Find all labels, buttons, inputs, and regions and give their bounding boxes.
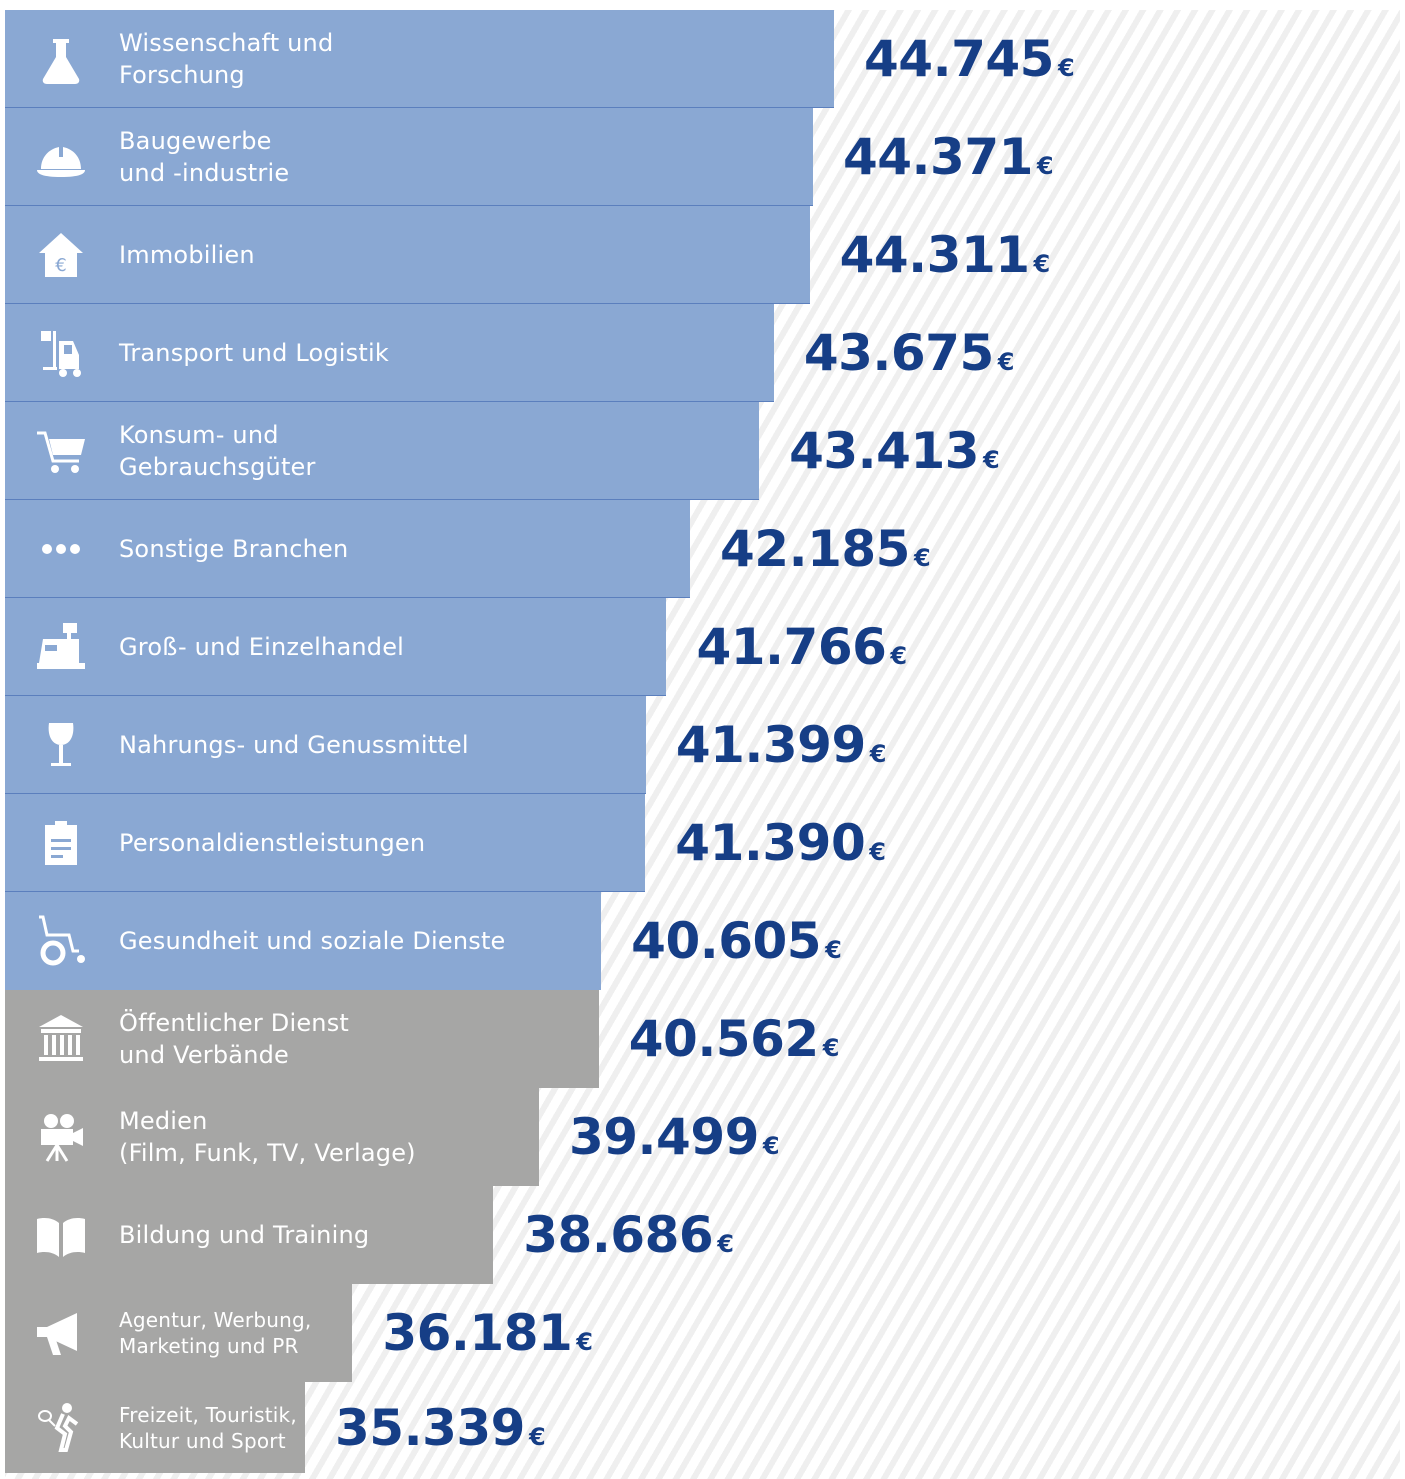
currency-symbol: € <box>825 936 842 964</box>
value-number: 41.399 <box>675 716 866 774</box>
wine-glass-icon <box>33 717 89 773</box>
book-icon <box>33 1207 89 1263</box>
currency-symbol: € <box>1033 250 1051 278</box>
government-building-icon <box>33 1011 89 1067</box>
forklift-icon <box>33 325 89 381</box>
value-label: 42.185 € <box>720 520 931 578</box>
svg-text:€: € <box>55 255 66 276</box>
flask-icon <box>33 31 89 87</box>
bar: Wissenschaft und Forschung <box>5 10 834 108</box>
value-label: 38.686 € <box>523 1206 734 1264</box>
category-label: Medien (Film, Funk, TV, Verlage) <box>119 1107 416 1167</box>
bar: Agentur, Werbung, Marketing und PR <box>5 1284 353 1382</box>
currency-symbol: € <box>983 446 1000 474</box>
category-label: Transport und Logistik <box>119 338 389 367</box>
currency-symbol: € <box>869 740 887 768</box>
bar: Baugewerbe und -industrie <box>5 108 813 206</box>
value-number: 36.181 <box>382 1304 573 1362</box>
value-number: 44.745 <box>864 30 1054 88</box>
value-number: 43.413 <box>789 422 980 480</box>
shopping-cart-icon <box>33 423 89 479</box>
value-number: 38.686 <box>523 1206 714 1264</box>
currency-symbol: € <box>913 544 931 572</box>
bar: Öffentlicher Dienst und Verbände <box>5 990 599 1088</box>
value-label: 41.766 € <box>696 618 907 676</box>
bar: Konsum- und Gebrauchsgüter <box>5 402 760 500</box>
currency-symbol: € <box>869 838 886 866</box>
category-label: Immobilien <box>119 240 255 269</box>
value-number: 39.499 <box>568 1108 759 1166</box>
value-number: 41.766 <box>696 618 887 676</box>
category-label: Groß- und Einzelhandel <box>119 632 405 661</box>
value-number: 43.675 <box>803 324 994 382</box>
bar: € Immobilien <box>5 206 810 304</box>
category-label: Baugewerbe und -industrie <box>119 126 290 187</box>
value-number: 44.371 <box>842 128 1033 186</box>
dots-icon <box>33 521 89 577</box>
category-label: Gesundheit und soziale Dienste <box>119 927 506 955</box>
bar: Sonstige Branchen <box>5 500 691 598</box>
category-label: Agentur, Werbung, Marketing und PR <box>119 1308 312 1358</box>
bar: Gesundheit und soziale Dienste <box>5 892 602 990</box>
currency-symbol: € <box>822 1034 840 1062</box>
cash-register-icon <box>33 619 89 675</box>
value-label: 35.339 € <box>335 1398 546 1457</box>
value-label: 44.371 € <box>842 128 1054 186</box>
bar: Nahrungs- und Genussmittel <box>5 696 646 794</box>
currency-symbol: € <box>576 1328 593 1356</box>
megaphone-icon <box>33 1305 89 1361</box>
wheelchair-icon <box>33 913 89 969</box>
category-label: Personaldienstleistungen <box>119 828 426 857</box>
value-label: 43.413 € <box>789 422 1000 480</box>
currency-symbol: € <box>528 1422 546 1451</box>
bar: Transport und Logistik <box>5 304 774 402</box>
value-number: 35.339 <box>335 1398 525 1457</box>
value-label: 44.745 € <box>864 30 1075 88</box>
value-label: 40.562 € <box>628 1010 840 1068</box>
value-label: 36.181 € <box>382 1304 593 1362</box>
value-label: 44.311 € <box>839 226 1051 284</box>
value-label: 41.399 € <box>675 716 887 774</box>
value-number: 40.562 <box>628 1010 819 1068</box>
value-label: 43.675 € <box>803 324 1015 382</box>
currency-symbol: € <box>1036 152 1054 180</box>
bar: Groß- und Einzelhandel <box>5 598 667 696</box>
category-label: Freizeit, Touristik, Kultur und Sport <box>119 1402 297 1453</box>
salary-bar-chart: Wissenschaft und Forschung 44.745 € Baugewe… <box>5 10 1400 1479</box>
value-number: 40.605 <box>631 912 822 970</box>
currency-symbol: € <box>1057 54 1075 82</box>
category-label: Bildung und Training <box>119 1221 370 1249</box>
category-label: Konsum- und Gebrauchsgüter <box>119 420 316 481</box>
house-euro-icon: € <box>33 227 89 283</box>
value-label: 39.499 € <box>568 1108 780 1166</box>
clipboard-icon <box>33 815 89 871</box>
category-label: Nahrungs- und Genussmittel <box>119 730 469 759</box>
hardhat-icon <box>33 129 89 185</box>
value-number: 42.185 <box>720 520 910 578</box>
tennis-player-icon <box>33 1400 89 1456</box>
currency-symbol: € <box>890 642 907 670</box>
currency-symbol: € <box>717 1230 734 1258</box>
bar: Freizeit, Touristik, Kultur und Sport <box>5 1382 305 1473</box>
currency-symbol: € <box>762 1132 780 1160</box>
value-label: 41.390 € <box>675 814 886 872</box>
category-label: Sonstige Branchen <box>119 534 349 563</box>
value-label: 40.605 € <box>631 912 842 970</box>
bar: Bildung und Training <box>5 1186 494 1284</box>
value-number: 41.390 <box>675 814 866 872</box>
category-label: Öffentlicher Dienst und Verbände <box>119 1009 350 1069</box>
currency-symbol: € <box>997 348 1015 376</box>
film-camera-icon <box>33 1109 89 1165</box>
value-number: 44.311 <box>839 226 1030 284</box>
bar: Personaldienstleistungen <box>5 794 646 892</box>
bar: Medien (Film, Funk, TV, Verlage) <box>5 1088 539 1186</box>
category-label: Wissenschaft und Forschung <box>119 28 334 89</box>
